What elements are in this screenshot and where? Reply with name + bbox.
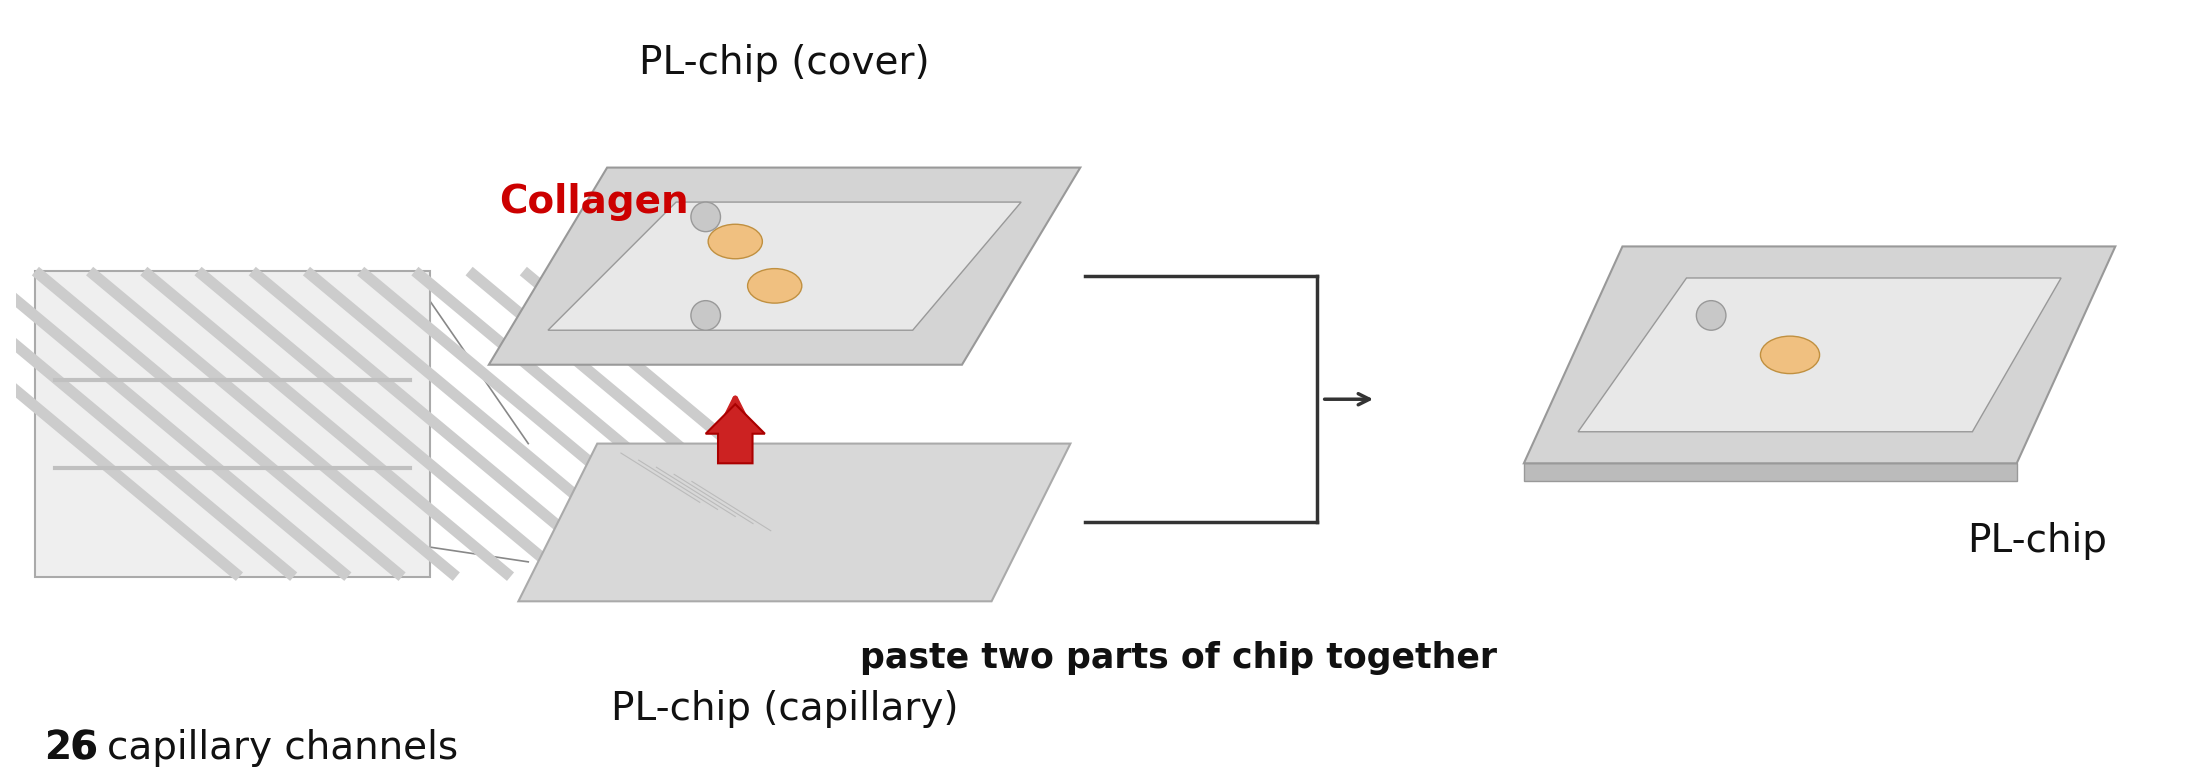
Text: PL-chip (cover): PL-chip (cover) xyxy=(640,44,930,82)
Ellipse shape xyxy=(748,269,803,303)
Circle shape xyxy=(690,202,721,232)
Ellipse shape xyxy=(708,224,763,259)
Text: PL-chip (capillary): PL-chip (capillary) xyxy=(611,690,959,728)
Ellipse shape xyxy=(1761,336,1819,374)
FancyBboxPatch shape xyxy=(35,271,429,577)
Text: 26 capillary channels: 26 capillary channels xyxy=(46,729,457,767)
Circle shape xyxy=(1695,301,1726,330)
Polygon shape xyxy=(548,202,1020,330)
Polygon shape xyxy=(1524,463,2016,481)
Text: 26: 26 xyxy=(46,729,99,767)
Circle shape xyxy=(690,301,721,330)
FancyArrow shape xyxy=(706,404,765,463)
Polygon shape xyxy=(1524,246,2115,463)
Text: paste two parts of chip together: paste two parts of chip together xyxy=(860,641,1498,675)
Text: Collagen: Collagen xyxy=(499,183,688,221)
Text: PL-chip: PL-chip xyxy=(1968,522,2107,560)
Polygon shape xyxy=(1579,278,2060,432)
Polygon shape xyxy=(519,443,1071,601)
Polygon shape xyxy=(488,167,1080,365)
